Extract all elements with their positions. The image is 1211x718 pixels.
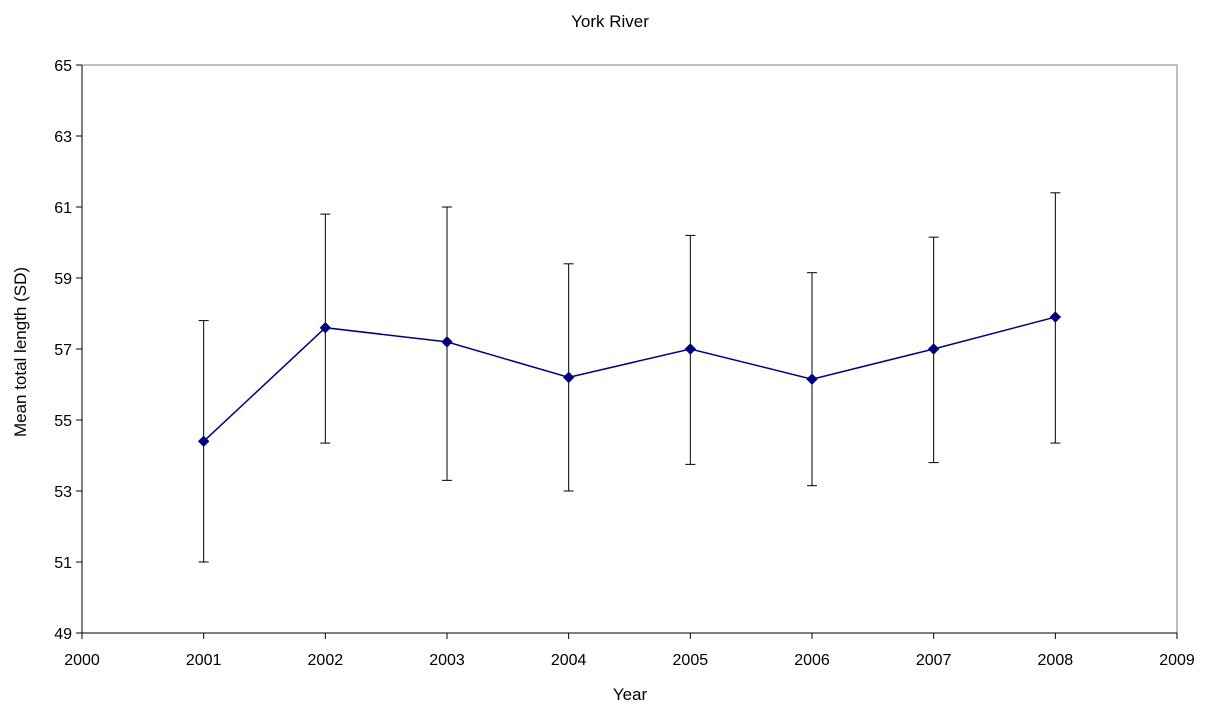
y-tick-label: 49 [54,626,72,643]
series-line [203,316,1056,442]
x-tick-label: 2007 [916,652,952,669]
x-tick-label: 2009 [1159,652,1195,669]
data-point [197,435,210,448]
y-tick-label: 65 [54,58,72,75]
data-point [1049,311,1062,323]
y-tick-label: 57 [54,342,72,359]
y-axis: 49 51 53 55 57 59 61 63 65 [54,58,83,643]
data-point [562,371,575,384]
data-markers [197,311,1062,448]
y-tick-label: 55 [54,413,72,430]
x-axis-label: Year [613,685,648,704]
y-tick-label: 51 [54,555,72,572]
x-tick-label: 2001 [186,652,222,669]
x-axis: 2000 2001 2002 2003 2004 2005 2006 2007 2008 2009 [64,632,1195,669]
x-tick-label: 2000 [64,652,100,669]
data-point [806,373,818,385]
x-tick-label: 2006 [794,652,830,669]
y-axis-label: Mean total length (SD) [11,267,30,437]
x-tick-label: 2002 [308,652,344,669]
plot-area [81,64,1178,634]
data-point [441,336,453,348]
x-tick-label: 2008 [1038,652,1074,669]
y-tick-label: 63 [54,129,72,146]
data-point [319,321,332,334]
data-point [684,343,697,355]
x-tick-label: 2005 [673,652,709,669]
y-tick-label: 61 [54,200,72,217]
x-tick-label: 2003 [429,652,465,669]
y-tick-label: 53 [54,484,72,501]
y-tick-label: 59 [54,271,72,288]
chart-title: York River [571,12,649,31]
x-tick-label: 2004 [551,652,587,669]
data-point [927,343,940,355]
